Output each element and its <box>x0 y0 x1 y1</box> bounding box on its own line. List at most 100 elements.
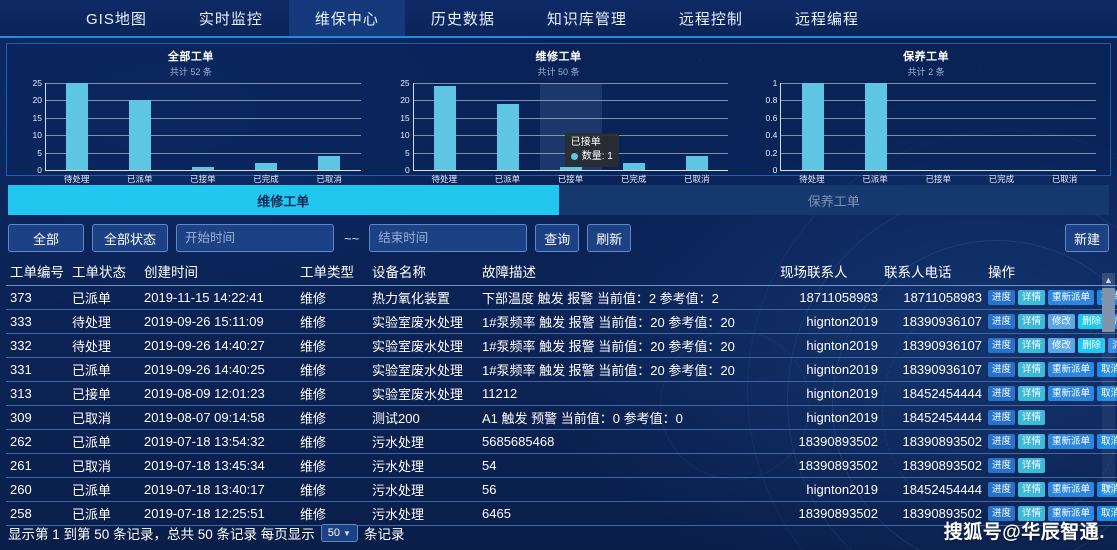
table-header-cell[interactable]: 工单状态 <box>68 259 140 286</box>
bar-column[interactable] <box>477 83 540 170</box>
op-button[interactable]: 重新派单 <box>1048 289 1095 306</box>
end-time-input[interactable] <box>369 224 528 252</box>
table-row[interactable]: 261 已取消 2019-07-18 13:45:34 维修 污水处理 54 1839089… <box>6 453 1117 478</box>
bar[interactable] <box>685 156 708 170</box>
bar[interactable] <box>560 166 583 170</box>
table-header-cell[interactable]: 设备名称 <box>368 259 478 286</box>
op-button[interactable]: 修改 <box>1048 313 1076 330</box>
bar[interactable] <box>255 163 278 170</box>
op-button[interactable]: 详情 <box>1018 313 1046 330</box>
op-button[interactable]: 进度 <box>988 505 1016 522</box>
table-header-cell[interactable]: 操作 <box>984 259 1117 286</box>
op-button[interactable]: 重新派单 <box>1048 385 1095 402</box>
refresh-button[interactable]: 刷新 <box>587 224 632 252</box>
table-row[interactable]: 258 已派单 2019-07-18 12:25:51 维修 污水处理 6465 18390… <box>6 501 1117 526</box>
op-button[interactable]: 取消 <box>1097 385 1117 402</box>
bar[interactable] <box>318 156 341 170</box>
table-row[interactable]: 332 待处理 2019-09-26 14:40:27 维修 实验室废水处理 1#泵频率 … <box>6 333 1117 358</box>
status-filter-dropdown[interactable]: 全部状态 <box>92 224 168 252</box>
start-time-input[interactable] <box>176 224 334 252</box>
op-button[interactable]: 详情 <box>1018 337 1046 354</box>
op-button[interactable]: 进度 <box>988 313 1016 330</box>
op-button[interactable]: 详情 <box>1018 457 1046 474</box>
op-button[interactable]: 取消 <box>1097 433 1117 450</box>
op-button[interactable]: 详情 <box>1018 481 1046 498</box>
work-order-tab-1[interactable]: 保养工单 <box>558 185 1109 215</box>
table-row[interactable]: 373 已派单 2019-11-15 14:22:41 维修 热力氧化装置 下部温度 触发… <box>6 285 1117 310</box>
bar-column[interactable] <box>414 83 477 170</box>
table-header-cell[interactable]: 工单编号 <box>6 259 68 286</box>
op-button[interactable]: 进度 <box>988 409 1016 426</box>
op-button[interactable]: 进度 <box>988 481 1016 498</box>
nav-item-1[interactable]: 实时监控 <box>173 0 289 36</box>
bar[interactable] <box>497 103 520 170</box>
table-header-cell[interactable]: 故障描述 <box>478 259 776 286</box>
nav-item-3[interactable]: 历史数据 <box>405 0 521 36</box>
table-row[interactable]: 309 已取消 2019-08-07 09:14:58 维修 测试200 A1 触发 预警… <box>6 405 1117 430</box>
bar-column[interactable] <box>907 83 970 170</box>
bar-column[interactable] <box>109 83 172 170</box>
nav-item-5[interactable]: 远程控制 <box>653 0 769 36</box>
table-row[interactable]: 313 已接单 2019-08-09 12:01:23 维修 实验室废水处理 11212 h… <box>6 381 1117 406</box>
op-button[interactable]: 详情 <box>1018 505 1046 522</box>
op-button[interactable]: 派单 <box>1108 337 1117 354</box>
nav-item-4[interactable]: 知识库管理 <box>521 0 653 36</box>
op-button[interactable]: 重新派单 <box>1048 505 1095 522</box>
op-button[interactable]: 详情 <box>1018 409 1046 426</box>
bar-column[interactable] <box>540 83 603 170</box>
type-filter-dropdown[interactable]: 全部 <box>8 224 84 252</box>
bar-column[interactable] <box>602 83 665 170</box>
op-button[interactable]: 详情 <box>1018 433 1046 450</box>
bar-column[interactable] <box>172 83 235 170</box>
op-button[interactable]: 详情 <box>1018 385 1046 402</box>
table-header-cell[interactable]: 工单类型 <box>296 259 368 286</box>
bar-column[interactable] <box>665 83 728 170</box>
scroll-up-icon[interactable]: ▲ <box>1102 273 1115 287</box>
page-size-select[interactable]: 50 ▼ <box>320 524 358 542</box>
bar[interactable] <box>801 83 824 170</box>
table-row[interactable]: 331 已派单 2019-09-26 14:40:25 维修 实验室废水处理 1#泵频率 … <box>6 357 1117 382</box>
bar-column[interactable] <box>298 83 361 170</box>
op-button[interactable]: 重新派单 <box>1048 481 1095 498</box>
op-button[interactable]: 进度 <box>988 289 1016 306</box>
bar-column[interactable] <box>1033 83 1096 170</box>
op-button[interactable]: 删除 <box>1078 337 1106 354</box>
bar-column[interactable] <box>235 83 298 170</box>
table-row[interactable]: 333 待处理 2019-09-26 15:11:09 维修 实验室废水处理 1#泵频率 … <box>6 309 1117 334</box>
new-button[interactable]: 新建 <box>1064 224 1109 252</box>
table-row[interactable]: 260 已派单 2019-07-18 13:40:17 维修 污水处理 56 hignton… <box>6 477 1117 502</box>
op-button[interactable]: 取消 <box>1097 505 1117 522</box>
table-header-cell[interactable]: 现场联系人 <box>776 259 880 286</box>
op-button[interactable]: 取消 <box>1097 481 1117 498</box>
bar[interactable] <box>622 163 645 170</box>
op-button[interactable]: 取消 <box>1097 361 1117 378</box>
query-button[interactable]: 查询 <box>535 224 580 252</box>
op-button[interactable]: 修改 <box>1048 337 1076 354</box>
op-button[interactable]: 进度 <box>988 385 1016 402</box>
bar[interactable] <box>434 86 457 170</box>
op-button[interactable]: 重新派单 <box>1048 361 1095 378</box>
nav-item-2[interactable]: 维保中心 <box>288 0 405 36</box>
work-order-tab-0[interactable]: 维修工单 <box>8 185 559 215</box>
op-button[interactable]: 详情 <box>1018 289 1046 306</box>
op-button[interactable]: 进度 <box>988 433 1016 450</box>
op-button[interactable]: 进度 <box>988 337 1016 354</box>
table-header-cell[interactable]: 创建时间 <box>140 259 296 286</box>
op-button[interactable]: 重新派单 <box>1048 433 1095 450</box>
table-row[interactable]: 262 已派单 2019-07-18 13:54:32 维修 污水处理 568568546… <box>6 429 1117 454</box>
scrollbar-thumb[interactable] <box>1102 288 1115 332</box>
bar[interactable] <box>864 83 887 170</box>
bar-column[interactable] <box>844 83 907 170</box>
op-button[interactable]: 删除 <box>1078 313 1106 330</box>
bar[interactable] <box>66 83 89 170</box>
op-button[interactable]: 进度 <box>988 361 1016 378</box>
bar[interactable] <box>129 100 152 170</box>
bar-column[interactable] <box>781 83 844 170</box>
op-button[interactable]: 详情 <box>1018 361 1046 378</box>
table-header-cell[interactable]: 联系人电话 <box>880 259 984 286</box>
scroll-down-icon[interactable]: ▼ <box>1102 481 1115 495</box>
bar[interactable] <box>192 166 215 170</box>
nav-item-0[interactable]: GIS地图 <box>60 0 173 36</box>
bar-column[interactable] <box>970 83 1033 170</box>
table-vertical-scrollbar[interactable]: ▲ ▼ <box>1102 273 1115 495</box>
